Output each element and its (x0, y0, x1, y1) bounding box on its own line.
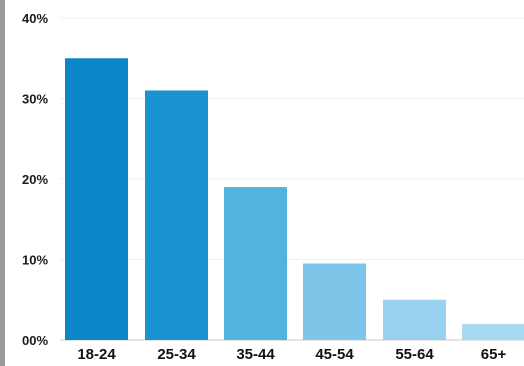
bar-25-34 (145, 90, 208, 340)
y-tick-label: 20% (22, 172, 48, 187)
x-axis-category-labels: 18-24 25-34 35-44 45-54 55-64 65+ (77, 346, 506, 363)
x-category-label: 45-54 (315, 346, 354, 363)
y-axis-tick-labels: 00% 10% 20% 30% 40% (22, 11, 48, 348)
gridlines (60, 17, 524, 341)
x-category-label: 55-64 (395, 346, 434, 363)
y-tick-label: 30% (22, 92, 48, 107)
bar-65+ (462, 323, 524, 340)
bar-35-44 (224, 187, 287, 340)
x-category-label: 18-24 (77, 346, 116, 363)
left-frame-edge (0, 0, 5, 366)
bar-18-24 (65, 58, 128, 340)
x-category-label: 35-44 (236, 346, 275, 363)
y-tick-label: 40% (22, 11, 48, 26)
bars (65, 58, 524, 340)
bar-45-54 (303, 263, 366, 340)
y-tick-label: 10% (22, 253, 48, 268)
x-category-label: 65+ (481, 346, 507, 363)
y-tick-label: 00% (22, 333, 48, 348)
bar-55-64 (383, 299, 446, 340)
x-category-label: 25-34 (157, 346, 196, 363)
